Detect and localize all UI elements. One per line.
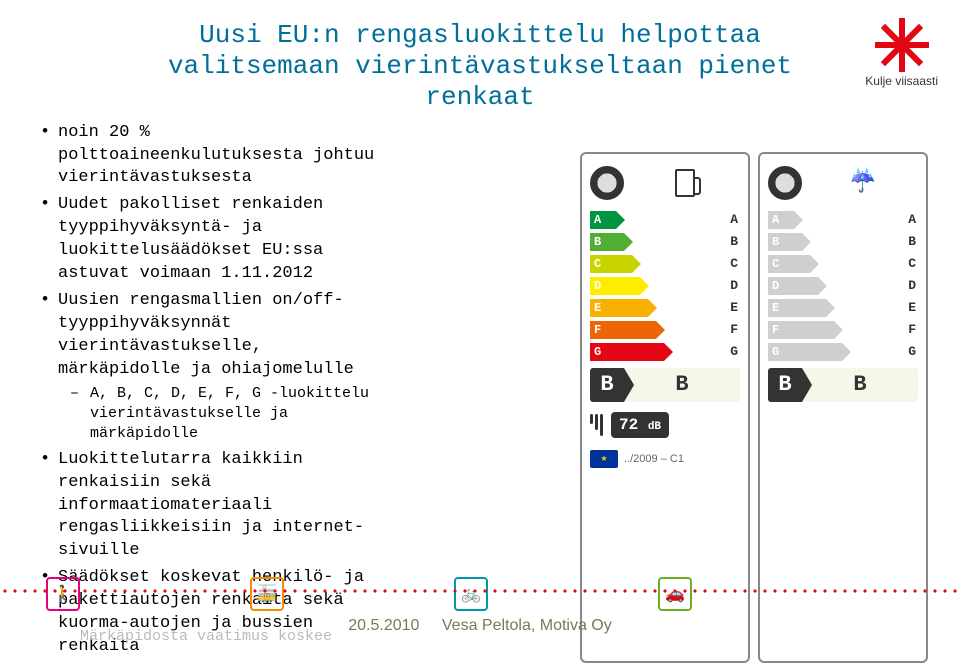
grade-row-c: CC: [768, 254, 918, 274]
selected-grade-wet: B B: [768, 368, 918, 402]
grade-row-f: FF: [590, 320, 740, 340]
grade-row-b: BB: [590, 232, 740, 252]
grade-row-g: GG: [768, 342, 918, 362]
footer-date: 20.5.2010: [348, 617, 419, 634]
slide-title: Uusi EU:n rengasluokittelu helpottaa val…: [100, 20, 860, 114]
footer-band: [0, 575, 960, 607]
bullet-item: noin 20 % polttoaineenkulutuksesta johtu…: [58, 122, 568, 191]
bullet-item: Uusien rengasmallien on/off- tyyppihyväk…: [58, 290, 568, 445]
title-line-3: renkaat: [100, 82, 860, 113]
noise-value: 72 dB: [611, 412, 669, 438]
grade-row-g: GG: [590, 342, 740, 362]
title-line-1: Uusi EU:n rengasluokittelu helpottaa: [100, 20, 860, 51]
grade-row-d: DD: [768, 276, 918, 296]
bullet-item: Luokittelutarra kaikkiin renkaisiin sekä…: [58, 449, 568, 564]
eu-flag-icon: ★: [590, 450, 618, 468]
footer-text: 20.5.2010 Vesa Peltola, Motiva Oy: [348, 617, 612, 635]
eu-regulation-code: ../2009 – C1: [624, 453, 684, 465]
cutoff-text: Märkäpidosta vaatimus koskee: [80, 628, 332, 645]
logo-caption: Kulje viisaasti: [865, 74, 938, 88]
grade-row-e: EE: [590, 298, 740, 318]
grade-row-e: EE: [768, 298, 918, 318]
rain-icon: ☔: [849, 172, 876, 194]
footer-author: Vesa Peltola, Motiva Oy: [442, 617, 612, 634]
grade-row-f: FF: [768, 320, 918, 340]
grade-row-b: BB: [768, 232, 918, 252]
asterisk-icon: [875, 18, 929, 72]
brand-logo: Kulje viisaasti: [865, 18, 938, 88]
bullet-item: Uudet pakolliset renkaiden tyyppihyväksy…: [58, 194, 568, 286]
fuel-pump-icon: [675, 169, 695, 197]
title-line-2: valitsemaan vierintävastukseltaan pienet: [100, 51, 860, 82]
tire-icon: [768, 166, 802, 200]
grade-row-a: AA: [590, 210, 740, 230]
grade-row-d: DD: [590, 276, 740, 296]
grade-row-c: CC: [590, 254, 740, 274]
sound-icon: [590, 414, 603, 436]
tire-icon: [590, 166, 624, 200]
selected-grade-fuel: B B: [590, 368, 740, 402]
grade-row-a: AA: [768, 210, 918, 230]
bullet-subitem: A, B, C, D, E, F, G -luokittelu vierintä…: [90, 384, 568, 445]
